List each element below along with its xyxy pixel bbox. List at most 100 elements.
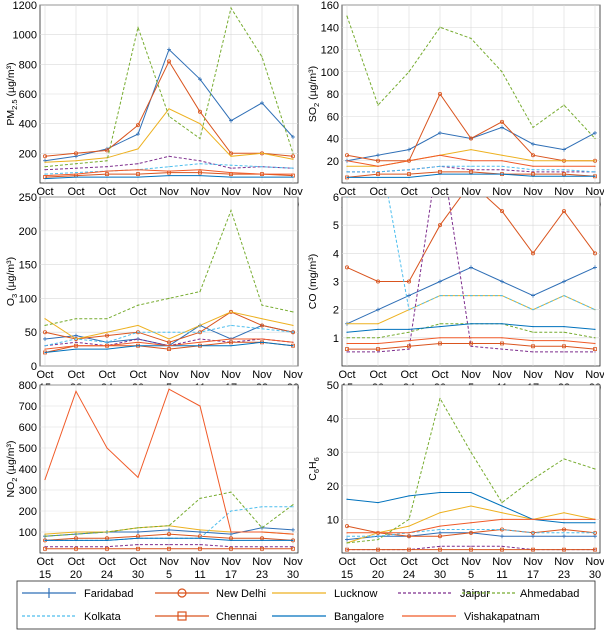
data-point-jaipur: [470, 169, 472, 171]
data-point-vishakapatnam: [168, 388, 170, 390]
data-point-ahmedabad: [470, 451, 472, 453]
data-point-vishakapatnam: [377, 532, 379, 534]
data-point-vishakapatnam: [261, 338, 263, 340]
data-point-bangalore: [261, 341, 263, 343]
data-point-vishakapatnam: [501, 518, 503, 521]
series-line-ahmedabad: [44, 491, 294, 537]
series-line-chennai: [347, 343, 596, 350]
data-point-ahmedabad: [168, 297, 170, 299]
y-tick-label: 40: [327, 414, 339, 426]
data-point-ahmedabad: [44, 535, 46, 537]
data-point-bangalore: [230, 345, 232, 347]
data-point-lucknow: [439, 512, 441, 514]
data-point-lucknow: [230, 311, 232, 313]
y-tick-label: 140: [321, 22, 339, 34]
y-tick-label: 6: [333, 192, 339, 204]
data-point-chennai: [531, 172, 535, 177]
chart-panel-6: Oct 15 Oct 20 Oct 24 Oct 30 Nov 5 Nov 11 Nov 17 Nov 23 N…: [307, 380, 604, 581]
data-point-ahmedabad: [501, 502, 503, 504]
data-point-bangalore: [292, 176, 294, 178]
series-line-new-delhi: [44, 60, 294, 157]
data-point-jaipur: [75, 341, 77, 343]
y-tick-label: 50: [327, 380, 339, 392]
data-point-ahmedabad: [75, 163, 77, 165]
data-point-chennai: [229, 546, 233, 551]
data-point-bangalore: [408, 176, 410, 179]
data-point-jaipur: [470, 345, 472, 347]
data-point-vishakapatnam: [168, 345, 170, 347]
data-point-lucknow: [594, 160, 596, 162]
data-point-jaipur: [230, 167, 232, 169]
data-point-bangalore: [439, 173, 441, 175]
data-point-ahmedabad: [44, 166, 46, 168]
data-point-bangalore: [563, 175, 565, 177]
series-line-ahmedabad: [44, 6, 294, 168]
data-point-vishakapatnam: [408, 532, 410, 534]
data-point-vishakapatnam: [346, 342, 348, 345]
data-point-lucknow: [106, 331, 108, 333]
data-point-faridabad: [531, 534, 535, 539]
data-point-vishakapatnam: [532, 518, 534, 521]
y-tick-label: 800: [19, 59, 37, 71]
data-point-vishakapatnam: [75, 345, 77, 347]
data-point-lucknow: [261, 318, 263, 320]
data-point-vishakapatnam: [377, 165, 379, 167]
data-point-vishakapatnam: [408, 160, 410, 162]
data-point-new-delhi: [166, 340, 171, 345]
data-point-vishakapatnam: [199, 341, 201, 343]
data-point-lucknow: [346, 323, 348, 325]
legend-entry-faridabad: Faridabad: [22, 588, 134, 600]
data-point-kolkata: [346, 197, 348, 198]
data-point-new-delhi: [344, 153, 349, 158]
data-point-bangalore: [75, 176, 77, 178]
data-point-kolkata: [408, 309, 410, 311]
legend-frame: [16, 580, 596, 630]
data-point-kolkata: [594, 532, 596, 534]
data-point-chennai: [43, 546, 47, 551]
data-point-vishakapatnam: [470, 337, 472, 339]
data-point-vishakapatnam: [168, 170, 170, 172]
data-point-bangalore: [44, 351, 46, 354]
data-point-vishakapatnam: [137, 169, 139, 171]
data-point-ahmedabad: [261, 304, 263, 306]
chart-panel-5: Oct 15 Oct 20 Oct 24 Oct 30 Nov 5 Nov 11 Nov 17 Nov 23 N…: [5, 380, 303, 581]
data-point-new-delhi: [166, 532, 171, 537]
data-point-bangalore: [346, 498, 348, 500]
data-point-new-delhi: [74, 151, 79, 156]
series-line-kolkata: [44, 163, 294, 175]
data-point-kolkata: [408, 169, 410, 171]
data-point-vishakapatnam: [230, 338, 232, 340]
data-point-ahmedabad: [594, 468, 596, 470]
y-axis-label: NO2 (µg/m³): [5, 441, 19, 498]
y-tick-label: 300: [19, 485, 37, 497]
data-point-chennai: [167, 546, 171, 551]
data-point-faridabad: [74, 333, 78, 338]
data-point-faridabad: [229, 118, 233, 123]
series-line-jaipur: [45, 544, 293, 548]
data-point-faridabad: [593, 130, 597, 135]
data-point-lucknow: [137, 324, 139, 327]
data-point-vishakapatnam: [439, 525, 441, 527]
data-point-faridabad: [531, 142, 535, 147]
data-point-jaipur: [137, 163, 139, 165]
y-tick-label: 30: [327, 447, 339, 459]
data-point-jaipur: [470, 545, 472, 547]
data-point-kolkata: [75, 172, 77, 174]
data-point-jaipur: [408, 348, 410, 350]
y-tick-label: 0: [31, 361, 37, 373]
data-point-vishakapatnam: [137, 476, 139, 478]
data-point-faridabad: [593, 534, 597, 539]
data-point-kolkata: [470, 165, 472, 167]
y-axis-label: C6H6: [307, 457, 321, 481]
data-point-bangalore: [501, 323, 503, 325]
data-point-new-delhi: [406, 534, 411, 539]
data-point-jaipur: [501, 169, 503, 171]
y-tick-label: 120: [321, 45, 339, 57]
